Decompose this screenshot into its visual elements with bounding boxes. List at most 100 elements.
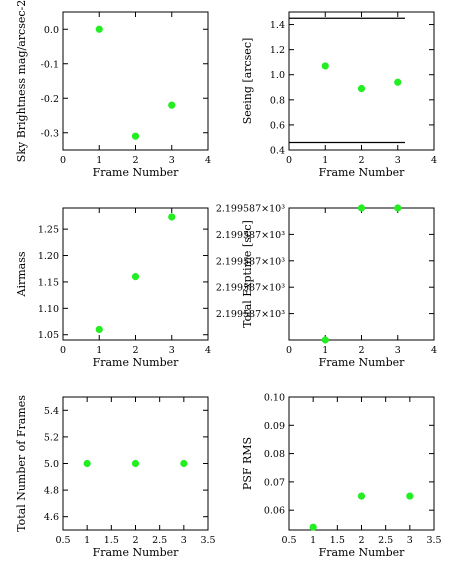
data-point-2	[131, 459, 140, 468]
x-tick-label-1: 1	[322, 345, 328, 356]
y-tick-label-0: 0.0	[44, 25, 59, 36]
y-tick-label-0p09: 0.09	[264, 421, 285, 432]
plot-frame	[288, 207, 435, 341]
y-tick-label-5p4: 5.4	[44, 406, 59, 417]
data-point-1	[83, 459, 91, 468]
x-tick-label-4: 4	[205, 345, 211, 356]
x-axis-label: Frame Number	[319, 356, 406, 369]
y-tick-label-0p2: 2.199587×10³	[216, 309, 285, 320]
y-axis-label: PSF RMS	[241, 437, 254, 490]
data-point-2	[131, 132, 140, 140]
y-tick-label-1p15: 1.15	[38, 277, 59, 288]
y-tick-label-4p8: 4.8	[44, 486, 59, 497]
x-tick-label-1: 1	[310, 535, 316, 546]
x-tick-label-3: 3	[169, 155, 175, 166]
x-tick-label-0p5: 0.5	[55, 535, 70, 546]
x-tick-label-2: 2	[358, 155, 364, 166]
y-axis-label: Total Exptime [sec]	[241, 220, 254, 328]
y-tick-label-0p6: 0.6	[270, 120, 285, 131]
x-axis-label: Frame Number	[93, 356, 180, 369]
y-tick-label-4p6: 4.6	[44, 512, 59, 523]
data-point-2	[357, 84, 366, 93]
panel-5: 0.5 1 1.5 2 2.5 3 3.5 4.6 4.8 5.0 5.2 5.4 Frame Numb…	[15, 395, 216, 559]
y-tick-label-m0p3: -0.3	[41, 128, 59, 139]
panel-6: 0.5 1 1.5 2 2.5 3 3.5 0.06 0.07 0.08 0.09 0.10 Frame…	[241, 393, 442, 560]
y-axis-label: Total Number of Frames	[15, 395, 28, 532]
x-axis-label: Frame Number	[319, 546, 406, 559]
x-tick-label-2: 2	[132, 535, 138, 546]
y-tick-label-0p4: 2.199587×10³	[216, 283, 285, 294]
plot-frame	[288, 396, 435, 531]
y-tick-label-1p1: 1.10	[38, 304, 59, 315]
data-point-3	[406, 492, 414, 500]
x-tick-label-1: 1	[322, 155, 328, 166]
y-tick-label-0p07: 0.07	[264, 477, 285, 488]
panel-2: 0 1 2 3 4 0.4 0.6 0.8 1.0 1.2 1.4 Frame Number Seein…	[241, 11, 437, 179]
data-point-3	[168, 213, 176, 221]
y-tick-label-0p06: 0.06	[264, 506, 285, 517]
x-tick-label-0: 0	[60, 345, 66, 356]
y-tick-label-0p08: 0.08	[264, 449, 285, 460]
x-tick-label-2p5: 2.5	[378, 535, 393, 546]
x-tick-label-3: 3	[169, 345, 175, 356]
panel-3: 0 1 2 3 4 1.05 1.10 1.15 1.20 1.25 Frame Number Air…	[15, 207, 211, 369]
y-tick-label-1: 2.199587×10³	[216, 204, 285, 215]
x-tick-label-4: 4	[431, 345, 437, 356]
data-point-1	[95, 25, 103, 33]
y-tick-label-0p4: 0.4	[270, 146, 285, 157]
y-tick-label-5p2: 5.2	[44, 432, 59, 443]
y-tick-label-5: 5.0	[44, 459, 59, 470]
data-point-2	[131, 273, 140, 281]
x-tick-label-3p5: 3.5	[200, 535, 215, 546]
y-tick-label-1: 1.0	[270, 70, 285, 81]
x-tick-label-1: 1	[96, 155, 102, 166]
x-tick-label-4: 4	[205, 155, 211, 166]
x-tick-label-2p5: 2.5	[152, 535, 167, 546]
y-tick-label-1p05: 1.05	[38, 330, 59, 341]
y-tick-label-0p8: 0.8	[270, 95, 285, 106]
y-tick-label-m0p1: -0.1	[41, 59, 59, 70]
x-axis-label: Frame Number	[319, 166, 406, 179]
x-tick-label-2: 2	[132, 155, 138, 166]
panel-4: 0 1 2 3 4 2.199587×10³ 2.199587×10³ 2.199587×10…	[216, 204, 437, 370]
x-axis-label: Frame Number	[93, 166, 180, 179]
x-tick-label-3: 3	[407, 535, 413, 546]
x-tick-label-3p5: 3.5	[426, 535, 441, 546]
y-tick-label-0p8: 2.199587×10³	[216, 230, 285, 241]
x-tick-label-0: 0	[286, 345, 292, 356]
x-tick-label-2: 2	[358, 345, 364, 356]
data-point-2	[357, 492, 366, 500]
x-tick-label-1: 1	[96, 345, 102, 356]
y-axis-label: Sky Brightness mag/arcsec-2	[15, 0, 28, 162]
data-point-3	[168, 101, 176, 109]
data-point-2	[357, 204, 366, 212]
y-tick-label-1p4: 1.4	[270, 20, 285, 31]
data-point-1	[309, 523, 317, 531]
y-axis-label: Airmass	[15, 251, 28, 297]
y-tick-label-m0p2: -0.2	[41, 94, 59, 105]
data-point-3	[394, 204, 402, 212]
x-tick-label-3: 3	[181, 535, 187, 546]
data-point-3	[180, 459, 188, 468]
x-tick-label-0: 0	[286, 155, 292, 166]
x-tick-label-1: 1	[84, 535, 90, 546]
plot-frame	[288, 11, 435, 151]
x-tick-label-1p5: 1.5	[330, 535, 345, 546]
x-tick-label-4: 4	[431, 155, 437, 166]
data-point-1	[321, 336, 329, 344]
data-point-3	[394, 78, 402, 86]
y-tick-label-0p6: 2.199587×10³	[216, 256, 285, 267]
data-point-1	[95, 325, 103, 334]
y-tick-label-0p1: 0.10	[264, 393, 285, 404]
x-axis-label: Frame Number	[93, 546, 180, 559]
x-tick-label-3: 3	[395, 155, 401, 166]
y-tick-label-1p2: 1.2	[270, 45, 285, 56]
panel-1: 0 1 2 3 4 0.0 -0.1 -0.2 -0.3 Frame Number Sky Brig…	[15, 0, 211, 179]
y-tick-label-1p2: 1.20	[38, 251, 59, 262]
x-tick-label-1p5: 1.5	[104, 535, 119, 546]
data-point-1	[321, 62, 329, 70]
x-tick-label-3: 3	[395, 345, 401, 356]
y-axis-label: Seeing [arcsec]	[241, 38, 254, 125]
x-tick-label-0: 0	[60, 155, 66, 166]
